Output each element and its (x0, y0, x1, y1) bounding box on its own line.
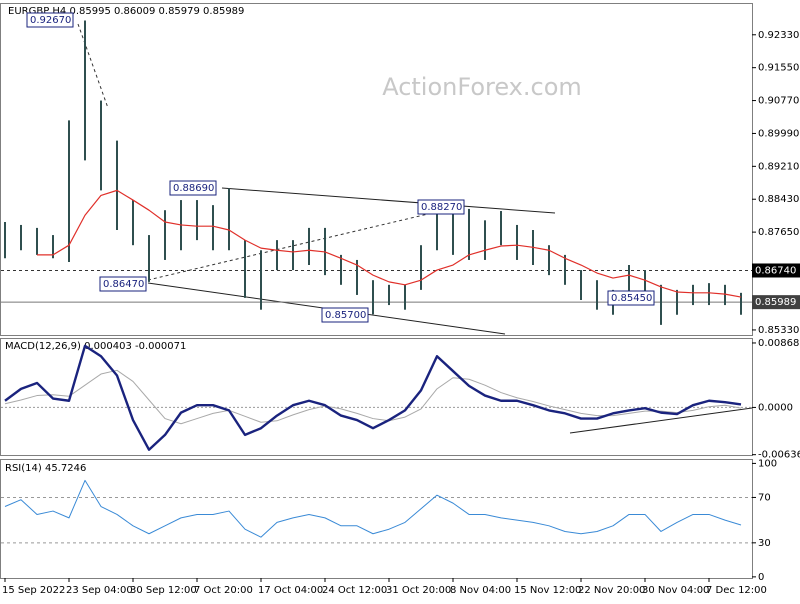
annotation-box (169, 180, 217, 196)
annotation-label: 0.85450 (611, 293, 652, 304)
channel-line (221, 187, 556, 214)
price-level-box (752, 295, 800, 310)
rsi-title: RSI(14) 45.7246 (5, 463, 86, 474)
y-tick-label: 0.89990 (758, 128, 799, 139)
x-tick-label: 7 Oct 20:00 (194, 585, 253, 596)
macd-title: MACD(12,26,9) 0.000403 -0.000071 (5, 341, 186, 352)
watermark: ActionForex.com (382, 73, 582, 101)
x-tick-label: 24 Oct 12:00 (322, 585, 387, 596)
annotation-label: 0.86470 (103, 279, 144, 290)
series-line (4, 344, 742, 451)
trend-line (77, 23, 109, 109)
y-tick-label: 0 (758, 572, 764, 583)
macd-pane (0, 338, 753, 456)
y-tick-label: 0.91550 (758, 63, 799, 74)
price-level-box (752, 263, 800, 278)
x-tick-label: 7 Dec 12:00 (706, 585, 767, 596)
y-tick-label: 70 (758, 492, 771, 503)
series-line (37, 189, 742, 298)
y-tick-label: 0.85330 (758, 325, 799, 336)
series-line (4, 479, 742, 538)
y-tick-label: 30 (758, 538, 771, 549)
annotation-box (99, 276, 147, 292)
y-tick-label: -0.006366 (758, 450, 800, 461)
x-tick-label: 22 Nov 20:00 (578, 585, 645, 596)
y-tick-label: 0.89210 (758, 161, 799, 172)
annotation-box (607, 290, 655, 306)
y-tick-label: 0.0000 (758, 402, 793, 413)
annotation-box (26, 12, 74, 28)
annotation-label: 0.88270 (421, 202, 462, 213)
x-tick-label: 17 Oct 04:00 (258, 585, 323, 596)
x-tick-label: 31 Oct 20:00 (386, 585, 451, 596)
price-level-label: 0.85989 (755, 297, 796, 308)
y-tick-label: 0.90770 (758, 96, 799, 107)
x-tick-label: 30 Nov 04:00 (642, 585, 709, 596)
x-tick-label: 30 Sep 12:00 (130, 585, 197, 596)
annotation-box (417, 199, 465, 215)
annotation-box (321, 307, 369, 323)
x-tick-label: 15 Nov 12:00 (514, 585, 581, 596)
rsi-pane (0, 459, 753, 579)
annotation-label: 0.92670 (30, 15, 71, 26)
y-tick-label: 0.88430 (758, 194, 799, 205)
y-tick-label: 0.92330 (758, 30, 799, 41)
y-tick-label: 0.008686 (758, 338, 800, 349)
annotation-label: 0.85700 (325, 310, 366, 321)
x-tick-label: 8 Nov 04:00 (450, 585, 511, 596)
macd-trend-line (569, 407, 753, 434)
price-level-label: 0.86740 (755, 265, 796, 276)
x-tick-label: 23 Sep 04:00 (66, 585, 133, 596)
annotation-label: 0.88690 (173, 183, 214, 194)
y-tick-label: 0.87650 (758, 227, 799, 238)
price-title: EURGBP,H4 0.85995 0.86009 0.85979 0.8598… (8, 6, 244, 17)
y-tick-label: 100 (758, 458, 777, 469)
x-tick-label: 15 Sep 2022 (2, 585, 65, 596)
series-line (4, 369, 742, 425)
